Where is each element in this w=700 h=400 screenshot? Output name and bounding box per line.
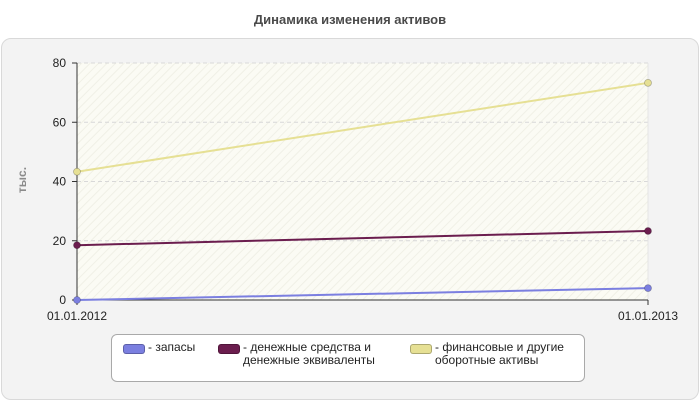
data-point[interactable] [73, 167, 81, 176]
data-point[interactable] [73, 241, 81, 250]
series-line-2 [76, 81, 649, 173]
y-tick-label: 40 [53, 175, 67, 189]
y-axis-label: тыс. [15, 166, 29, 194]
legend-item-zapasy[interactable]: - запасы [123, 341, 195, 354]
x-tick-labels: 01.01.2012 01.01.2013 [47, 300, 678, 323]
x-tick-label: 01.01.2013 [618, 309, 678, 323]
data-point[interactable] [73, 296, 81, 304]
y-tick-label: 20 [53, 234, 67, 248]
legend-item-cash[interactable]: - денежные средства и денежные эквивален… [218, 341, 375, 367]
series-group [73, 78, 652, 304]
y-tick-label: 60 [53, 115, 67, 129]
legend-label: - денежные средства и денежные эквивален… [243, 340, 375, 367]
y-tick-label: 80 [53, 56, 67, 70]
data-point[interactable] [644, 78, 652, 87]
legend-item-financial[interactable]: - финансовые и другие оборотные активы [410, 341, 564, 367]
plot-background [77, 63, 648, 300]
series-line-0 [76, 287, 649, 301]
series-line-1 [76, 229, 649, 247]
legend-label: - финансовые и другие оборотные активы [435, 340, 564, 367]
data-point[interactable] [644, 284, 652, 293]
legend: - запасы - денежные средства и денежные … [111, 334, 585, 382]
legend-swatch [218, 344, 240, 354]
legend-swatch [410, 344, 432, 354]
y-tick-label: 0 [59, 293, 66, 307]
chart-title: Динамика изменения активов [253, 12, 447, 27]
legend-swatch [123, 344, 145, 354]
data-point[interactable] [644, 227, 652, 235]
x-tick-label: 01.01.2012 [47, 309, 107, 323]
y-tick-labels: 0 20 40 60 80 [53, 56, 77, 307]
legend-label: - запасы [148, 340, 196, 354]
gridlines [77, 62, 649, 300]
